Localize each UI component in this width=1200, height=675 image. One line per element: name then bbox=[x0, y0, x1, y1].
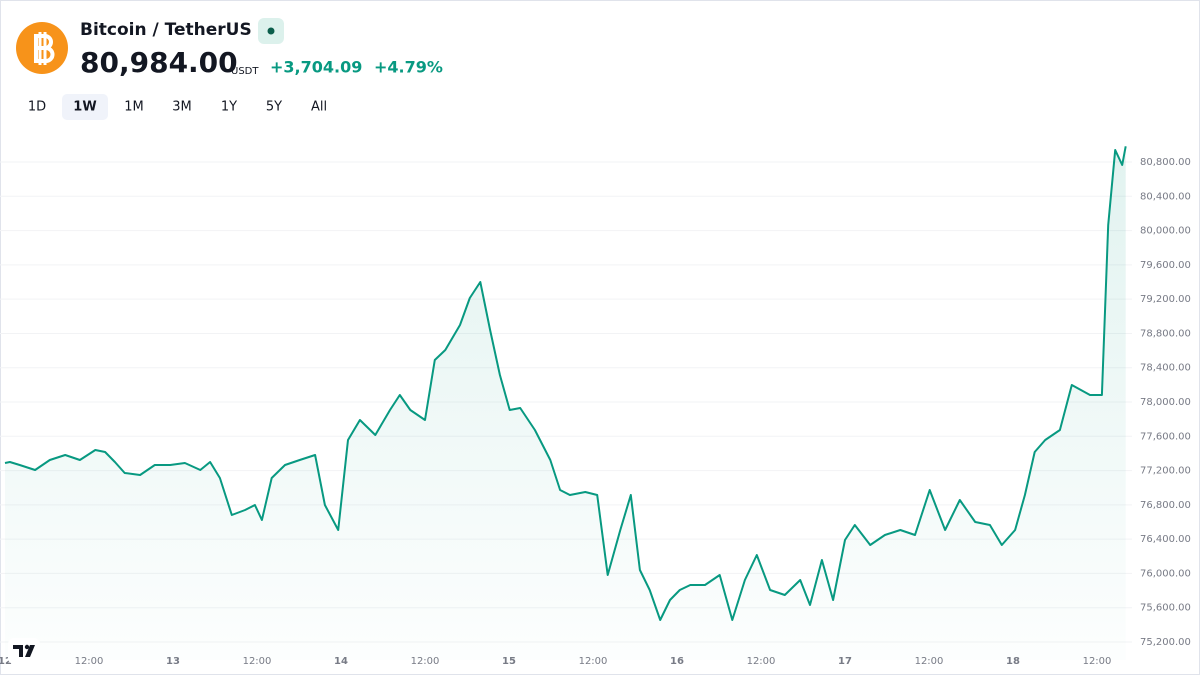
x-tick-label: 14 bbox=[334, 656, 348, 667]
currency: USDT bbox=[231, 66, 259, 77]
y-tick-label: 75,600.00 bbox=[1140, 603, 1191, 614]
range-tab[interactable]: All bbox=[311, 100, 327, 115]
change: +3,704.09 bbox=[270, 58, 362, 77]
range-tab-bg[interactable] bbox=[62, 94, 108, 120]
x-tick-label: 13 bbox=[166, 656, 180, 667]
y-tick-label: 78,400.00 bbox=[1140, 363, 1191, 374]
coin-icon bbox=[16, 22, 68, 74]
y-tick-label: 77,600.00 bbox=[1140, 431, 1191, 442]
price: 80,984.00 bbox=[80, 46, 238, 79]
y-tick-label: 80,400.00 bbox=[1140, 191, 1191, 202]
market-status bbox=[258, 18, 284, 44]
x-tick-label: 12:00 bbox=[579, 656, 608, 667]
x-tick-label: 12:00 bbox=[243, 656, 272, 667]
y-tick-label: 79,200.00 bbox=[1140, 294, 1191, 305]
y-tick-label: 78,800.00 bbox=[1140, 328, 1191, 339]
range-tab[interactable]: 1M bbox=[124, 100, 144, 115]
range-tabs: 1D 1W 1M 3M 1Y 5Y All bbox=[28, 94, 327, 120]
range-tab[interactable]: 5Y bbox=[266, 100, 282, 115]
symbol-title: Bitcoin / TetherUS bbox=[80, 20, 252, 40]
y-tick-label: 77,200.00 bbox=[1140, 466, 1191, 477]
change-percent: +4.79% bbox=[374, 58, 443, 77]
y-tick-label: 80,800.00 bbox=[1140, 157, 1191, 168]
tv-logo bbox=[8, 638, 40, 664]
range-tab[interactable]: 1W bbox=[73, 100, 96, 115]
x-tick-label: 12 bbox=[0, 656, 12, 667]
y-tick-label: 79,600.00 bbox=[1140, 260, 1191, 271]
x-tick-label: 15 bbox=[502, 656, 516, 667]
range-tab[interactable]: 1D bbox=[28, 100, 46, 115]
range-tab[interactable]: 3M bbox=[172, 100, 192, 115]
x-tick-label: 12:00 bbox=[915, 656, 944, 667]
y-tick-label: 76,000.00 bbox=[1140, 568, 1191, 579]
x-tick-label: 12:00 bbox=[1083, 656, 1112, 667]
plot: 75,200.00 75,600.00 76,000.00 76,400.00 76,8… bbox=[0, 146, 1191, 667]
x-tick-label: 16 bbox=[670, 656, 684, 667]
y-tick-label: 80,000.00 bbox=[1140, 226, 1191, 237]
y-tick-label: 75,200.00 bbox=[1140, 637, 1191, 648]
y-tick-label: 76,400.00 bbox=[1140, 534, 1191, 545]
area-fill bbox=[5, 146, 1126, 661]
x-tick-label: 12:00 bbox=[747, 656, 776, 667]
y-tick-label: 78,000.00 bbox=[1140, 397, 1191, 408]
x-tick-label: 12:00 bbox=[411, 656, 440, 667]
x-tick-label: 18 bbox=[1006, 656, 1020, 667]
range-tab[interactable]: 1Y bbox=[221, 100, 237, 115]
price-line bbox=[4, 146, 1127, 621]
y-tick-label: 76,800.00 bbox=[1140, 500, 1191, 511]
x-tick-label: 17 bbox=[838, 656, 852, 667]
x-tick-label: 12:00 bbox=[75, 656, 104, 667]
